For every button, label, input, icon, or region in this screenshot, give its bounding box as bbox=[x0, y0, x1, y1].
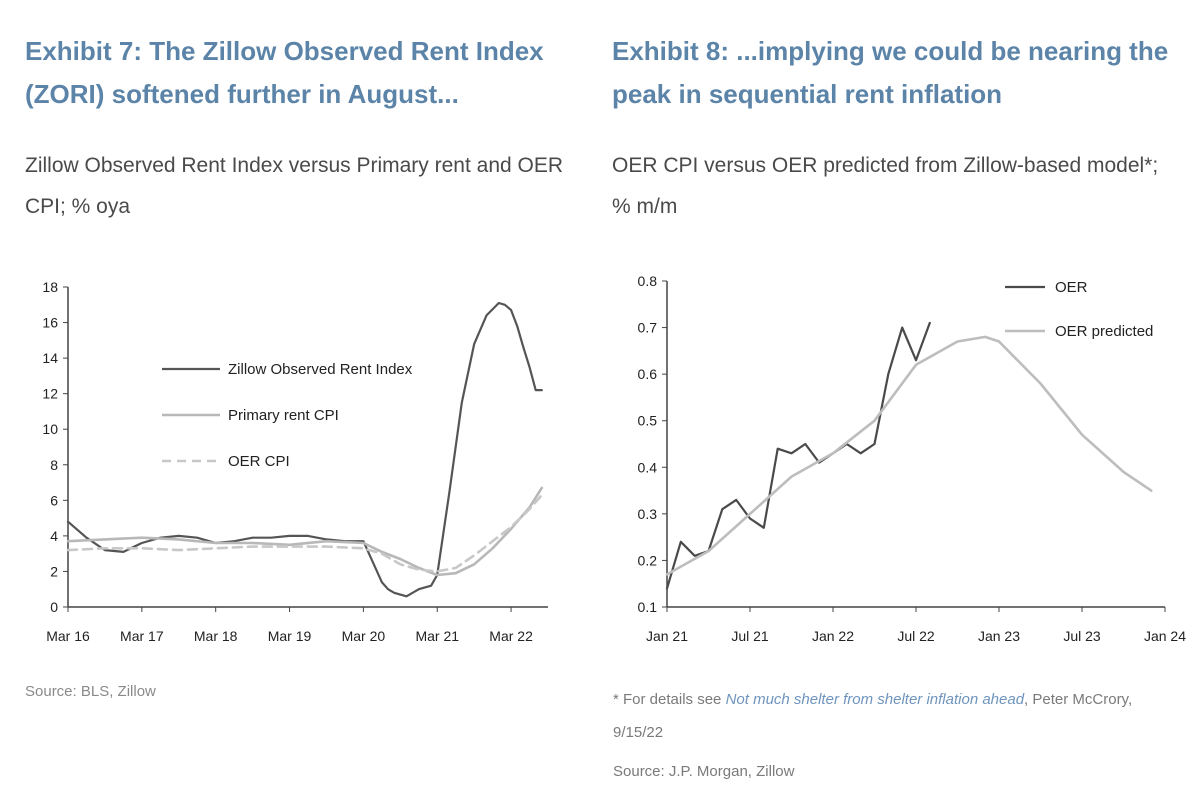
y-tick-label: 2 bbox=[50, 563, 58, 579]
exhibit-8-source: Source: J.P. Morgan, Zillow bbox=[613, 763, 795, 780]
series-line-oer-predicted bbox=[665, 335, 1153, 576]
legend-label: Primary rent CPI bbox=[228, 407, 339, 424]
x-tick-label: Jul 21 bbox=[731, 628, 769, 644]
footnote-link[interactable]: Not much shelter from shelter inflation … bbox=[725, 691, 1025, 708]
zori-chart: 0 2 4 6 8 10 12 14 16 18 Mar 16 Mar 17 Mar 18 Mar 19 M… bbox=[42, 279, 548, 644]
y-tick-label: 6 bbox=[50, 492, 58, 508]
x-tick-label: Mar 19 bbox=[268, 628, 312, 644]
y-tick-label: 10 bbox=[42, 421, 58, 437]
y-tick-label: 12 bbox=[42, 386, 58, 402]
y-tick-label: 18 bbox=[42, 279, 58, 295]
exhibit-7-title: Exhibit 7: The Zillow Observed Rent Inde… bbox=[25, 36, 544, 109]
x-tick-label: Jan 24 bbox=[1144, 628, 1186, 644]
x-tick-label: Mar 16 bbox=[46, 628, 90, 644]
legend-label: OER CPI bbox=[228, 453, 290, 470]
x-tick-label: Mar 21 bbox=[415, 628, 459, 644]
exhibit-8-panel: Exhibit 8: ...implying we could be neari… bbox=[600, 0, 1200, 800]
series-line-primary-rent-cpi bbox=[66, 486, 544, 577]
x-tick-label: Mar 17 bbox=[120, 628, 164, 644]
y-tick-label: 14 bbox=[42, 350, 58, 366]
y-tick-label: 8 bbox=[50, 457, 58, 473]
series-line-oer bbox=[665, 321, 931, 590]
y-tick-label: 0.7 bbox=[638, 320, 658, 336]
x-tick-label: Jan 23 bbox=[978, 628, 1020, 644]
x-tick-label: Jan 22 bbox=[812, 628, 854, 644]
x-tick-label: Jul 22 bbox=[897, 628, 935, 644]
y-tick-label: 0.8 bbox=[638, 273, 658, 289]
footnote-suffix: , Peter McCrory, 9/15/22 bbox=[613, 691, 1133, 741]
y-tick-label: 0 bbox=[50, 599, 58, 615]
series-line-zillow-observed-rent-index bbox=[66, 301, 543, 598]
y-tick-label: 16 bbox=[42, 315, 58, 331]
legend-label: Zillow Observed Rent Index bbox=[228, 361, 413, 378]
series-line-oer-cpi bbox=[66, 493, 544, 573]
x-tick-label: Mar 22 bbox=[489, 628, 533, 644]
legend-label: OER bbox=[1055, 279, 1088, 296]
exhibit-7-subtitle: Zillow Observed Rent Index versus Primar… bbox=[25, 154, 564, 218]
x-tick-label: Mar 20 bbox=[342, 628, 386, 644]
y-tick-label: 0.5 bbox=[638, 413, 658, 429]
exhibit-7-panel: Exhibit 7: The Zillow Observed Rent Inde… bbox=[25, 36, 564, 700]
y-tick-label: 0.4 bbox=[638, 459, 658, 475]
footnote-prefix: * For details see bbox=[613, 691, 726, 708]
y-tick-label: 0.1 bbox=[638, 599, 658, 615]
exhibit-8-footnote: * For details see Not much shelter from … bbox=[613, 683, 1173, 749]
x-tick-label: Mar 18 bbox=[194, 628, 238, 644]
exhibit-7-source: Source: BLS, Zillow bbox=[25, 683, 156, 700]
oer-chart: 0.1 0.2 0.3 0.4 0.5 0.6 0.7 0.8 Jan 21 Jul 21 Jan … bbox=[638, 273, 1187, 644]
x-tick-label: Jul 23 bbox=[1063, 628, 1101, 644]
y-tick-label: 4 bbox=[50, 528, 58, 544]
y-tick-label: 0.3 bbox=[638, 506, 658, 522]
x-tick-label: Jan 21 bbox=[646, 628, 688, 644]
legend-label: OER predicted bbox=[1055, 323, 1153, 340]
y-tick-label: 0.6 bbox=[638, 366, 658, 382]
exhibit-8-title: Exhibit 8: ...implying we could be neari… bbox=[612, 36, 1169, 109]
exhibit-8-subtitle: OER CPI versus OER predicted from Zillow… bbox=[612, 154, 1159, 218]
y-tick-label: 0.2 bbox=[638, 552, 658, 568]
